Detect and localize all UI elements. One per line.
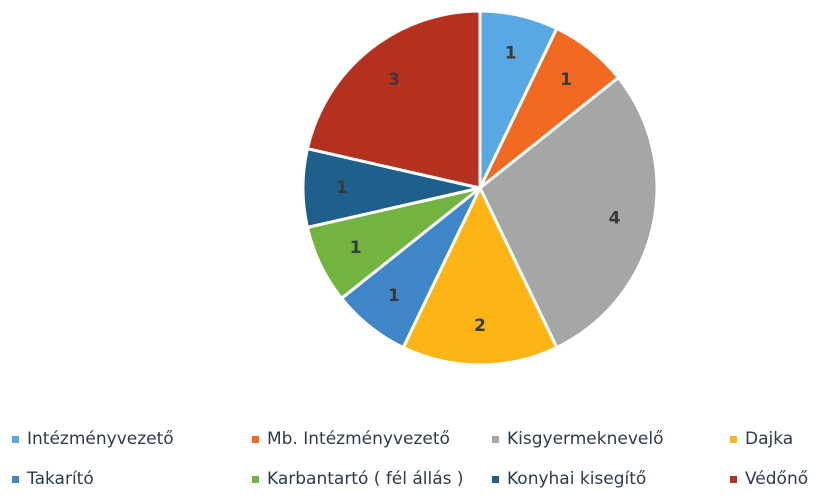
data-label: 2 bbox=[474, 316, 486, 336]
pie-slice bbox=[401, 184, 559, 367]
data-label: 1 bbox=[560, 70, 572, 90]
pie-slice bbox=[305, 9, 482, 190]
data-label: 3 bbox=[388, 70, 400, 90]
data-label: 1 bbox=[505, 43, 517, 63]
data-label: 1 bbox=[336, 178, 348, 198]
data-label: 1 bbox=[388, 286, 400, 306]
pie-slice bbox=[478, 75, 659, 350]
data-label: 1 bbox=[350, 238, 362, 258]
data-label: 4 bbox=[609, 209, 621, 229]
